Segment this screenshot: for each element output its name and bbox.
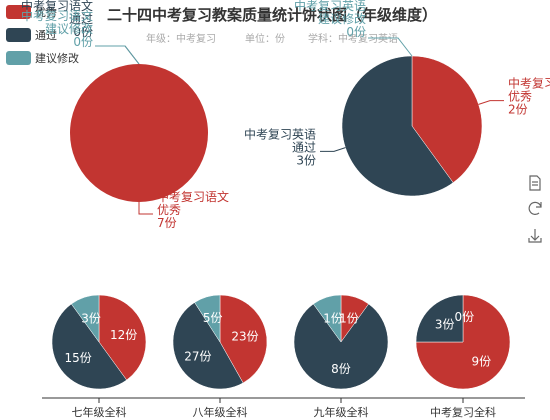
pie-2-leader-3 (368, 37, 413, 57)
pie-2-leader-1 (478, 100, 504, 105)
bottom-axis-label-2: 八年级全科 (193, 405, 248, 419)
bottom-axis-labels: 七年级全科 八年级全科 九年级全科 中考复习全科 (72, 398, 496, 419)
legend: 优秀 通过 建议修改 (6, 5, 79, 65)
pie-4-label-2: 27份 (184, 349, 211, 363)
pie-3-slice-1[interactable] (98, 294, 147, 381)
pie-2-label-1: 中考复习英语优秀2份 (508, 76, 550, 117)
pie-5-label-2: 8份 (331, 362, 351, 376)
chart-title: 二十四中考复习教案质量统计饼状图（年级维度） (107, 6, 437, 24)
bottom-axis-label-1: 七年级全科 (72, 405, 127, 419)
download-icon[interactable] (528, 229, 542, 243)
pie-6-slice-2[interactable] (415, 294, 464, 343)
pie-1-leader-3 (95, 45, 140, 65)
bottom-axis-label-4: 中考复习全科 (430, 405, 496, 419)
refresh-icon[interactable] (528, 201, 542, 215)
legend-swatch-excellent[interactable] (6, 5, 31, 19)
pie-4-label-3: 5份 (203, 311, 223, 325)
bottom-axis-label-3: 九年级全科 (314, 405, 369, 419)
pie-4-slice-3[interactable] (194, 294, 221, 343)
pie-5-label-1: 1份 (339, 311, 359, 325)
pie-4-slice-2[interactable] (172, 302, 244, 390)
pie-5: 1份 8份 1份 (293, 294, 389, 390)
pie-6-label-1: 9份 (471, 354, 491, 368)
pie-3-slice-3[interactable] (71, 294, 100, 343)
legend-label-revise[interactable]: 建议修改 (35, 51, 79, 65)
subtitle-subject: 学科：中考复习英语 (308, 32, 398, 45)
pie-5-label-3: 1份 (323, 311, 343, 325)
pie-2-leader-2 (320, 147, 346, 152)
pie-6-label-3: 0份 (454, 310, 474, 324)
subtitle-unit: 单位：份 (245, 32, 285, 45)
pie-5-slice-3[interactable] (313, 294, 342, 343)
pie-1-label-2: 中考复习语文通过 0份 (21, 0, 93, 39)
pie-3-slice-2[interactable] (51, 303, 127, 390)
legend-swatch-pass[interactable] (6, 28, 31, 42)
pie-1-label-3: 中考复习语文建议修改 0份 (21, 8, 93, 49)
pie-5-slice-2[interactable] (293, 303, 389, 390)
pie-1-slice-1[interactable] (70, 64, 208, 202)
pie-1-label-1: 中考复习语文优秀 7份 (157, 189, 229, 230)
pie-3-label-3: 3份 (81, 311, 101, 325)
legend-label-excellent[interactable]: 优秀 (35, 6, 57, 19)
pie-3-label-2: 15份 (64, 351, 91, 365)
data-view-icon[interactable] (529, 175, 541, 191)
pie-3-label-1: 12份 (110, 328, 137, 342)
subtitle-grade: 年级：中考复习 (146, 32, 216, 45)
pie-2-label-3: 中考复习英语建议修改 0份 (294, 0, 366, 39)
pie-groups: 中考复习语文优秀7份中考复习语文通过0份中考复习语文建议修改0份中考复习英语优秀… (21, 0, 550, 390)
pie-1-leader-1 (138, 202, 153, 215)
pie-2-slice-1[interactable] (411, 55, 483, 183)
pie-2-label-2: 中考复习英语通过 3份 (244, 126, 316, 167)
pie-6-label-2: 3份 (435, 318, 455, 332)
pie-4-slice-1[interactable] (219, 294, 268, 384)
legend-label-pass[interactable]: 通过 (35, 29, 57, 42)
legend-swatch-revise[interactable] (6, 51, 31, 65)
pie-4-label-1: 23份 (231, 329, 258, 343)
toolbox (528, 175, 542, 243)
pie-4: 23份 27份 5份 (172, 294, 268, 390)
pie-3: 12份 15份 3份 (51, 294, 147, 390)
